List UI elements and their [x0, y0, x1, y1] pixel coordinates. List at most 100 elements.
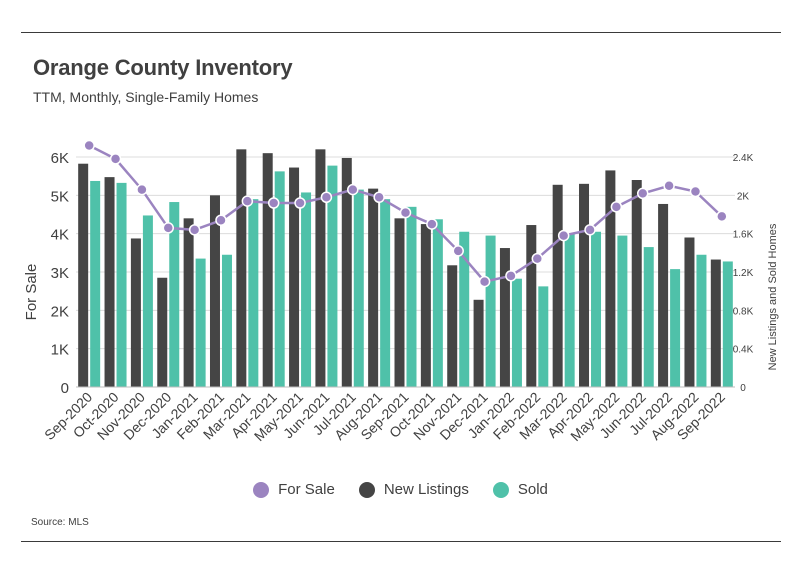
point-for-sale [531, 252, 544, 265]
legend-label-sold: Sold [517, 481, 548, 498]
y-tick-label: 3K [51, 265, 69, 282]
legend-item-new-listings: New Listings [358, 481, 469, 498]
bar-new-listings [78, 163, 89, 387]
point-for-sale [320, 191, 333, 203]
point-for-sale [373, 191, 385, 203]
point-for-sale [663, 180, 675, 192]
bar-new-listings [315, 149, 326, 387]
bar-sold [643, 247, 654, 387]
bar-sold [142, 215, 153, 387]
bar-new-listings [631, 180, 642, 387]
point-for-sale [636, 187, 649, 200]
legend: For Sale New Listings Sold [0, 481, 801, 498]
bar-new-listings [420, 224, 431, 387]
bar-sold [538, 286, 549, 387]
bar-new-listings [394, 218, 405, 387]
bar-new-listings [236, 149, 247, 387]
point-for-sale [557, 229, 570, 242]
bar-sold [511, 278, 522, 387]
bar-new-listings [157, 277, 168, 387]
bar-sold [722, 261, 733, 387]
point-for-sale [347, 183, 359, 196]
y2-axis-title: New Listings and Sold Homes [767, 223, 779, 370]
bottom-rule [21, 541, 781, 542]
bar-new-listings [473, 299, 484, 387]
y2-tick-label: 1.6K [733, 230, 754, 241]
point-for-sale [294, 197, 306, 209]
bar-new-listings [209, 195, 220, 387]
bar-new-listings [183, 218, 194, 387]
bar-new-listings [104, 177, 115, 387]
point-for-sale [584, 224, 596, 236]
bar-sold [380, 199, 391, 387]
point-for-sale [162, 222, 175, 234]
bar-new-listings [684, 237, 695, 387]
point-for-sale [452, 245, 464, 257]
y2-tick-label: 0 [740, 383, 746, 394]
y2-tick-label: 2K [737, 191, 750, 202]
bar-sold [90, 180, 101, 387]
point-for-sale [426, 218, 438, 230]
bar-sold [485, 235, 496, 387]
bar-new-listings [499, 248, 510, 387]
bar-sold [670, 269, 681, 387]
bar-sold [696, 254, 707, 387]
bar-new-listings [658, 203, 669, 387]
bar-sold [432, 219, 443, 387]
bar-new-listings [710, 259, 721, 387]
bar-sold [116, 182, 127, 387]
y-tick-label: 2K [51, 303, 69, 320]
point-for-sale [689, 185, 702, 198]
y-tick-label: 0 [61, 380, 69, 397]
bar-sold [301, 192, 312, 387]
y-tick-label: 5K [51, 188, 69, 205]
point-for-sale [109, 153, 122, 165]
bar-new-listings [262, 153, 273, 387]
point-for-sale [136, 183, 148, 196]
bar-sold [274, 171, 285, 387]
y2-tick-label: 1.2K [733, 268, 754, 279]
y2-tick-label: 0.4K [733, 345, 754, 356]
bar-sold [591, 231, 602, 387]
legend-swatch-new-listings [358, 481, 375, 498]
bar-sold [564, 233, 575, 387]
bar-new-listings [341, 157, 352, 387]
bar-new-listings [368, 188, 379, 387]
bar-new-listings [289, 167, 300, 387]
y2-tick-label: 0.8K [733, 306, 754, 317]
point-for-sale [267, 197, 280, 209]
source-note: Source: MLS [31, 517, 89, 528]
legend-item-for-sale: For Sale [253, 481, 335, 498]
top-rule [21, 32, 781, 33]
legend-label-new-listings: New Listings [383, 481, 469, 498]
y-tick-label: 4K [51, 227, 69, 244]
bar-new-listings [605, 170, 616, 387]
legend-item-sold: Sold [492, 481, 548, 498]
bar-new-listings [579, 183, 590, 387]
point-for-sale [188, 224, 201, 236]
bar-sold [195, 258, 206, 387]
chart-subtitle: TTM, Monthly, Single-Family Homes [33, 89, 259, 105]
bar-new-listings [447, 265, 458, 387]
point-for-sale [215, 214, 227, 226]
bar-new-listings [130, 238, 141, 387]
point-for-sale [399, 206, 412, 219]
point-for-sale [505, 270, 517, 282]
bar-new-listings [552, 184, 563, 387]
legend-swatch-sold [492, 481, 509, 498]
bar-sold [617, 235, 628, 387]
bar-sold [353, 189, 364, 387]
point-for-sale [241, 195, 254, 207]
chart-title: Orange County Inventory [33, 55, 293, 80]
y2-tick-label: 2.4K [733, 153, 754, 164]
y-tick-label: 6K [51, 150, 69, 167]
y-axis-title: For Sale [23, 264, 40, 321]
bar-sold [169, 202, 180, 387]
bar-sold [406, 206, 417, 387]
legend-label-for-sale: For Sale [278, 481, 335, 498]
y-tick-label: 1K [51, 342, 69, 359]
point-for-sale [478, 275, 491, 288]
point-for-sale [83, 139, 95, 152]
bar-sold [459, 231, 470, 387]
bar-sold [248, 199, 259, 387]
